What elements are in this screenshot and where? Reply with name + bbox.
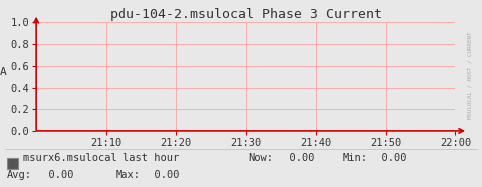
Text: 0.00: 0.00 [369, 153, 406, 163]
Title: pdu-104-2.msulocal Phase 3 Current: pdu-104-2.msulocal Phase 3 Current [110, 8, 382, 21]
Text: Min:: Min: [342, 153, 367, 163]
Text: 0.00: 0.00 [142, 170, 180, 180]
Text: Avg:: Avg: [7, 170, 32, 180]
Text: MSULOCAL / HOST / CURRENT: MSULOCAL / HOST / CURRENT [468, 31, 472, 119]
Text: 0.00: 0.00 [36, 170, 74, 180]
Text: msurx6.msulocal last hour: msurx6.msulocal last hour [23, 153, 179, 163]
Text: 0.00: 0.00 [277, 153, 315, 163]
Text: Now:: Now: [248, 153, 273, 163]
Y-axis label: A: A [0, 67, 7, 77]
Text: Max:: Max: [116, 170, 141, 180]
